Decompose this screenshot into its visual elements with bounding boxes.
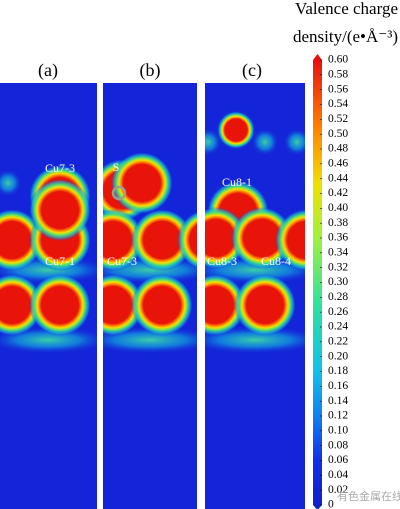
panel-label: (b) <box>140 60 161 81</box>
density-panel <box>205 83 305 509</box>
colorbar <box>313 60 322 505</box>
atom-density <box>205 274 246 336</box>
atom-density <box>0 274 43 336</box>
atom-density <box>29 179 91 241</box>
density-glow <box>283 128 305 156</box>
tick-label: 0.54 <box>328 98 348 110</box>
tick-label: 0.48 <box>328 143 348 155</box>
atom-label: Cu8-3 <box>207 254 237 268</box>
atom-density <box>131 209 193 271</box>
panels: (a) Cu7-3 Cu7-1 (b) S Cu7-3 (c) Cu8-1 Cu8-3 Cu8-4 <box>0 60 305 509</box>
atom-density <box>103 209 144 271</box>
panel-label: (c) <box>242 60 262 81</box>
atom-label: Cu8-4 <box>261 254 291 268</box>
tick-label: 0.22 <box>328 335 348 347</box>
atom-density <box>234 274 296 336</box>
atom-density <box>231 207 293 269</box>
colorbar-arrow <box>313 505 322 509</box>
tick-label: 0.34 <box>328 246 348 258</box>
density-glow <box>251 128 279 156</box>
tick-label: 0.16 <box>328 380 348 392</box>
atom-label: Cu8-1 <box>222 175 252 189</box>
atom-density <box>0 209 43 271</box>
tick-label: 0.10 <box>328 424 348 436</box>
colorbar-arrow <box>313 54 322 60</box>
atom-density <box>103 274 144 336</box>
colorbar-title: density/(e•Å⁻³) <box>293 27 398 46</box>
tick-label: 0.20 <box>328 350 348 362</box>
tick-label: 0.56 <box>328 83 348 95</box>
tick-label: 0.40 <box>328 202 348 214</box>
tick-label: 0.12 <box>328 410 348 422</box>
atom-density <box>29 274 91 336</box>
atom-density <box>177 211 197 269</box>
colorbar-title: Valence charge <box>295 0 398 18</box>
tick-label: 0.60 <box>328 54 348 66</box>
colorbar-ticks: 0 0.02 0.04 0.06 0.08 0.10 0.12 0.14 0.16 0.18 0.2… <box>320 54 348 509</box>
atom-label: Cu7-3 <box>45 161 75 175</box>
watermark: 有色金属在线 <box>337 489 400 503</box>
atom-label: Cu7-1 <box>45 254 75 268</box>
tick-label: 0.38 <box>328 217 348 229</box>
tick-label: 0.32 <box>328 261 348 273</box>
tick-label: 0.08 <box>328 439 348 451</box>
atom-label: S <box>113 160 120 174</box>
density-glow <box>0 169 22 197</box>
tick-label: 0.06 <box>328 454 348 466</box>
tick-label: 0.44 <box>328 172 348 184</box>
atom-density <box>131 274 193 336</box>
tick-label: 0.52 <box>328 113 348 125</box>
tick-label: 0.30 <box>328 276 348 288</box>
density-glow <box>205 128 222 156</box>
tick-label: 0.50 <box>328 128 348 140</box>
tick-label: 0.46 <box>328 157 348 169</box>
density-panel <box>0 83 97 509</box>
tick-label: 0.58 <box>328 68 348 80</box>
tick-label: 0.26 <box>328 306 348 318</box>
tick-label: 0.24 <box>328 321 348 333</box>
sulfur-ring <box>111 185 127 201</box>
atom-density <box>275 209 305 271</box>
atom-label: Cu7-3 <box>107 254 137 268</box>
tick-label: 0.42 <box>328 187 348 199</box>
atom-density <box>111 152 173 214</box>
tick-label: 0.28 <box>328 291 348 303</box>
tick-label: 0.14 <box>328 395 348 407</box>
tick-label: 0.04 <box>328 469 348 481</box>
tick-label: 0.36 <box>328 232 348 244</box>
density-glow <box>205 326 305 354</box>
tick-label: 0.02 <box>328 484 348 496</box>
panel-label: (a) <box>38 60 58 81</box>
atom-density <box>217 111 255 149</box>
density-panel <box>103 83 197 509</box>
tick-label: 0.18 <box>328 365 348 377</box>
tick-label: 0 <box>328 499 334 509</box>
